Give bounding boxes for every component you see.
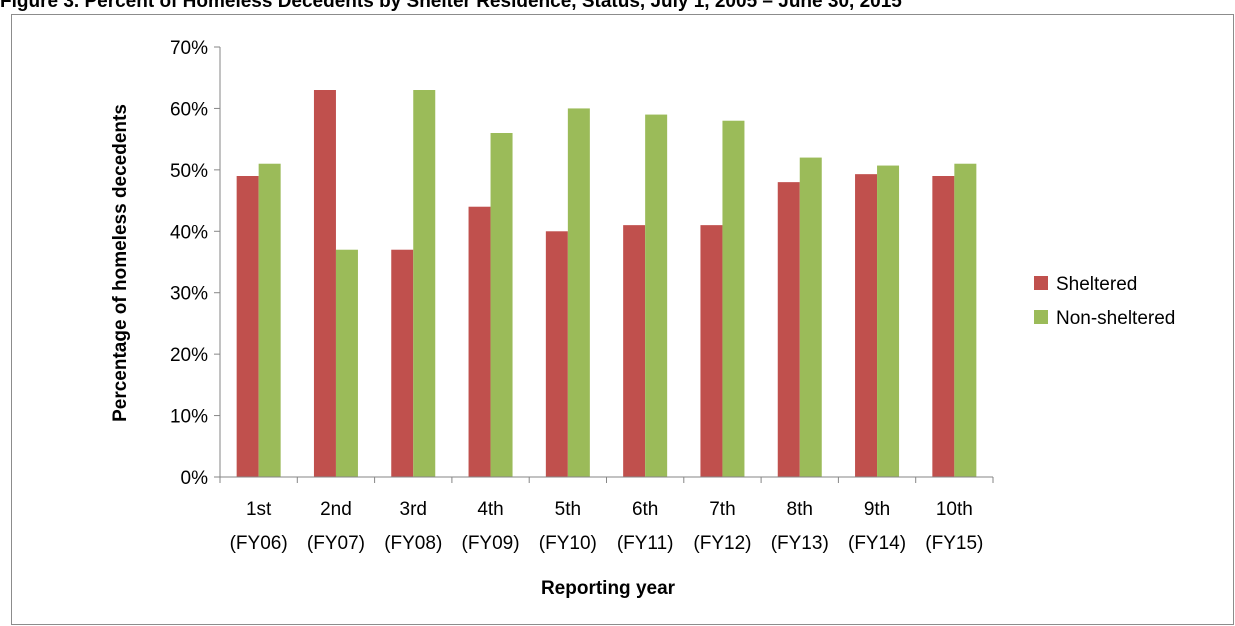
bar-sheltered-3 xyxy=(391,249,414,477)
x-tick-label: 7th xyxy=(709,499,735,520)
x-tick-sublabel: (FY06) xyxy=(230,533,288,554)
bar-non-sheltered-5 xyxy=(567,108,590,477)
y-axis-ticks: 0% 10% 20% 30% 40% 50% 60% 70% xyxy=(170,38,220,489)
y-tick-label: 60% xyxy=(170,99,208,120)
bar-sheltered-5 xyxy=(545,231,568,477)
y-tick-label: 0% xyxy=(181,468,209,489)
bar-non-sheltered-6 xyxy=(645,114,668,478)
x-tick-sublabel: (FY09) xyxy=(462,533,520,554)
y-tick-label: 20% xyxy=(170,345,208,366)
chart-frame xyxy=(11,14,1234,625)
x-tick-sublabel: (FY07) xyxy=(307,533,365,554)
bar-non-sheltered-7 xyxy=(722,120,745,477)
x-tick-label: 9th xyxy=(864,499,890,520)
bar-non-sheltered-3 xyxy=(413,90,436,477)
bar-sheltered-7 xyxy=(700,225,723,477)
bar-non-sheltered-4 xyxy=(490,133,513,477)
bar-sheltered-1 xyxy=(236,176,259,477)
legend: Sheltered Non-sheltered xyxy=(1034,274,1175,329)
bar-sheltered-8 xyxy=(777,182,800,477)
x-tick-label: 3rd xyxy=(400,499,427,520)
y-tick-label: 10% xyxy=(170,407,208,428)
bar-non-sheltered-10 xyxy=(954,163,977,477)
x-tick-label: 8th xyxy=(787,499,813,520)
x-tick-sublabel: (FY12) xyxy=(693,533,751,554)
bar-sheltered-10 xyxy=(932,176,955,477)
x-tick-sublabel: (FY15) xyxy=(925,533,983,554)
x-axis-ticks: 1st (FY06) 2nd (FY07) 3rd (FY08) 4th (FY09) 5th (… xyxy=(219,477,994,554)
x-tick-sublabel: (FY08) xyxy=(384,533,442,554)
bar-non-sheltered-1 xyxy=(258,163,281,477)
x-tick-sublabel: (FY14) xyxy=(848,533,906,554)
legend-label-non-sheltered: Non-sheltered xyxy=(1056,308,1175,329)
bar-sheltered-6 xyxy=(623,225,646,477)
x-tick-label: 2nd xyxy=(320,499,352,520)
y-tick-label: 30% xyxy=(170,284,208,305)
legend-swatch-sheltered xyxy=(1034,276,1048,290)
x-axis-title: Reporting year xyxy=(541,578,676,599)
x-tick-label: 1st xyxy=(246,499,272,520)
x-tick-label: 4th xyxy=(477,499,503,520)
y-tick-label: 50% xyxy=(170,161,208,182)
y-tick-label: 70% xyxy=(170,38,208,59)
bar-sheltered-2 xyxy=(313,90,336,477)
x-tick-sublabel: (FY11) xyxy=(617,533,674,554)
x-tick-label: 10th xyxy=(936,499,973,520)
legend-swatch-non-sheltered xyxy=(1034,310,1048,324)
x-tick-label: 5th xyxy=(555,499,581,520)
x-tick-label: 6th xyxy=(632,499,658,520)
bar-non-sheltered-9 xyxy=(877,165,900,478)
x-tick-sublabel: (FY10) xyxy=(539,533,597,554)
y-axis-title: Percentage of homeless decedents xyxy=(110,104,131,422)
figure-title: Figure 3. Percent of Homeless Decedents … xyxy=(0,0,902,12)
x-tick-sublabel: (FY13) xyxy=(771,533,829,554)
bar-sheltered-4 xyxy=(468,206,491,477)
bar-non-sheltered-8 xyxy=(799,157,822,478)
bar-sheltered-9 xyxy=(855,174,878,477)
bar-non-sheltered-2 xyxy=(335,249,358,477)
bars xyxy=(236,90,977,478)
legend-label-sheltered: Sheltered xyxy=(1056,274,1137,295)
y-tick-label: 40% xyxy=(170,222,208,243)
